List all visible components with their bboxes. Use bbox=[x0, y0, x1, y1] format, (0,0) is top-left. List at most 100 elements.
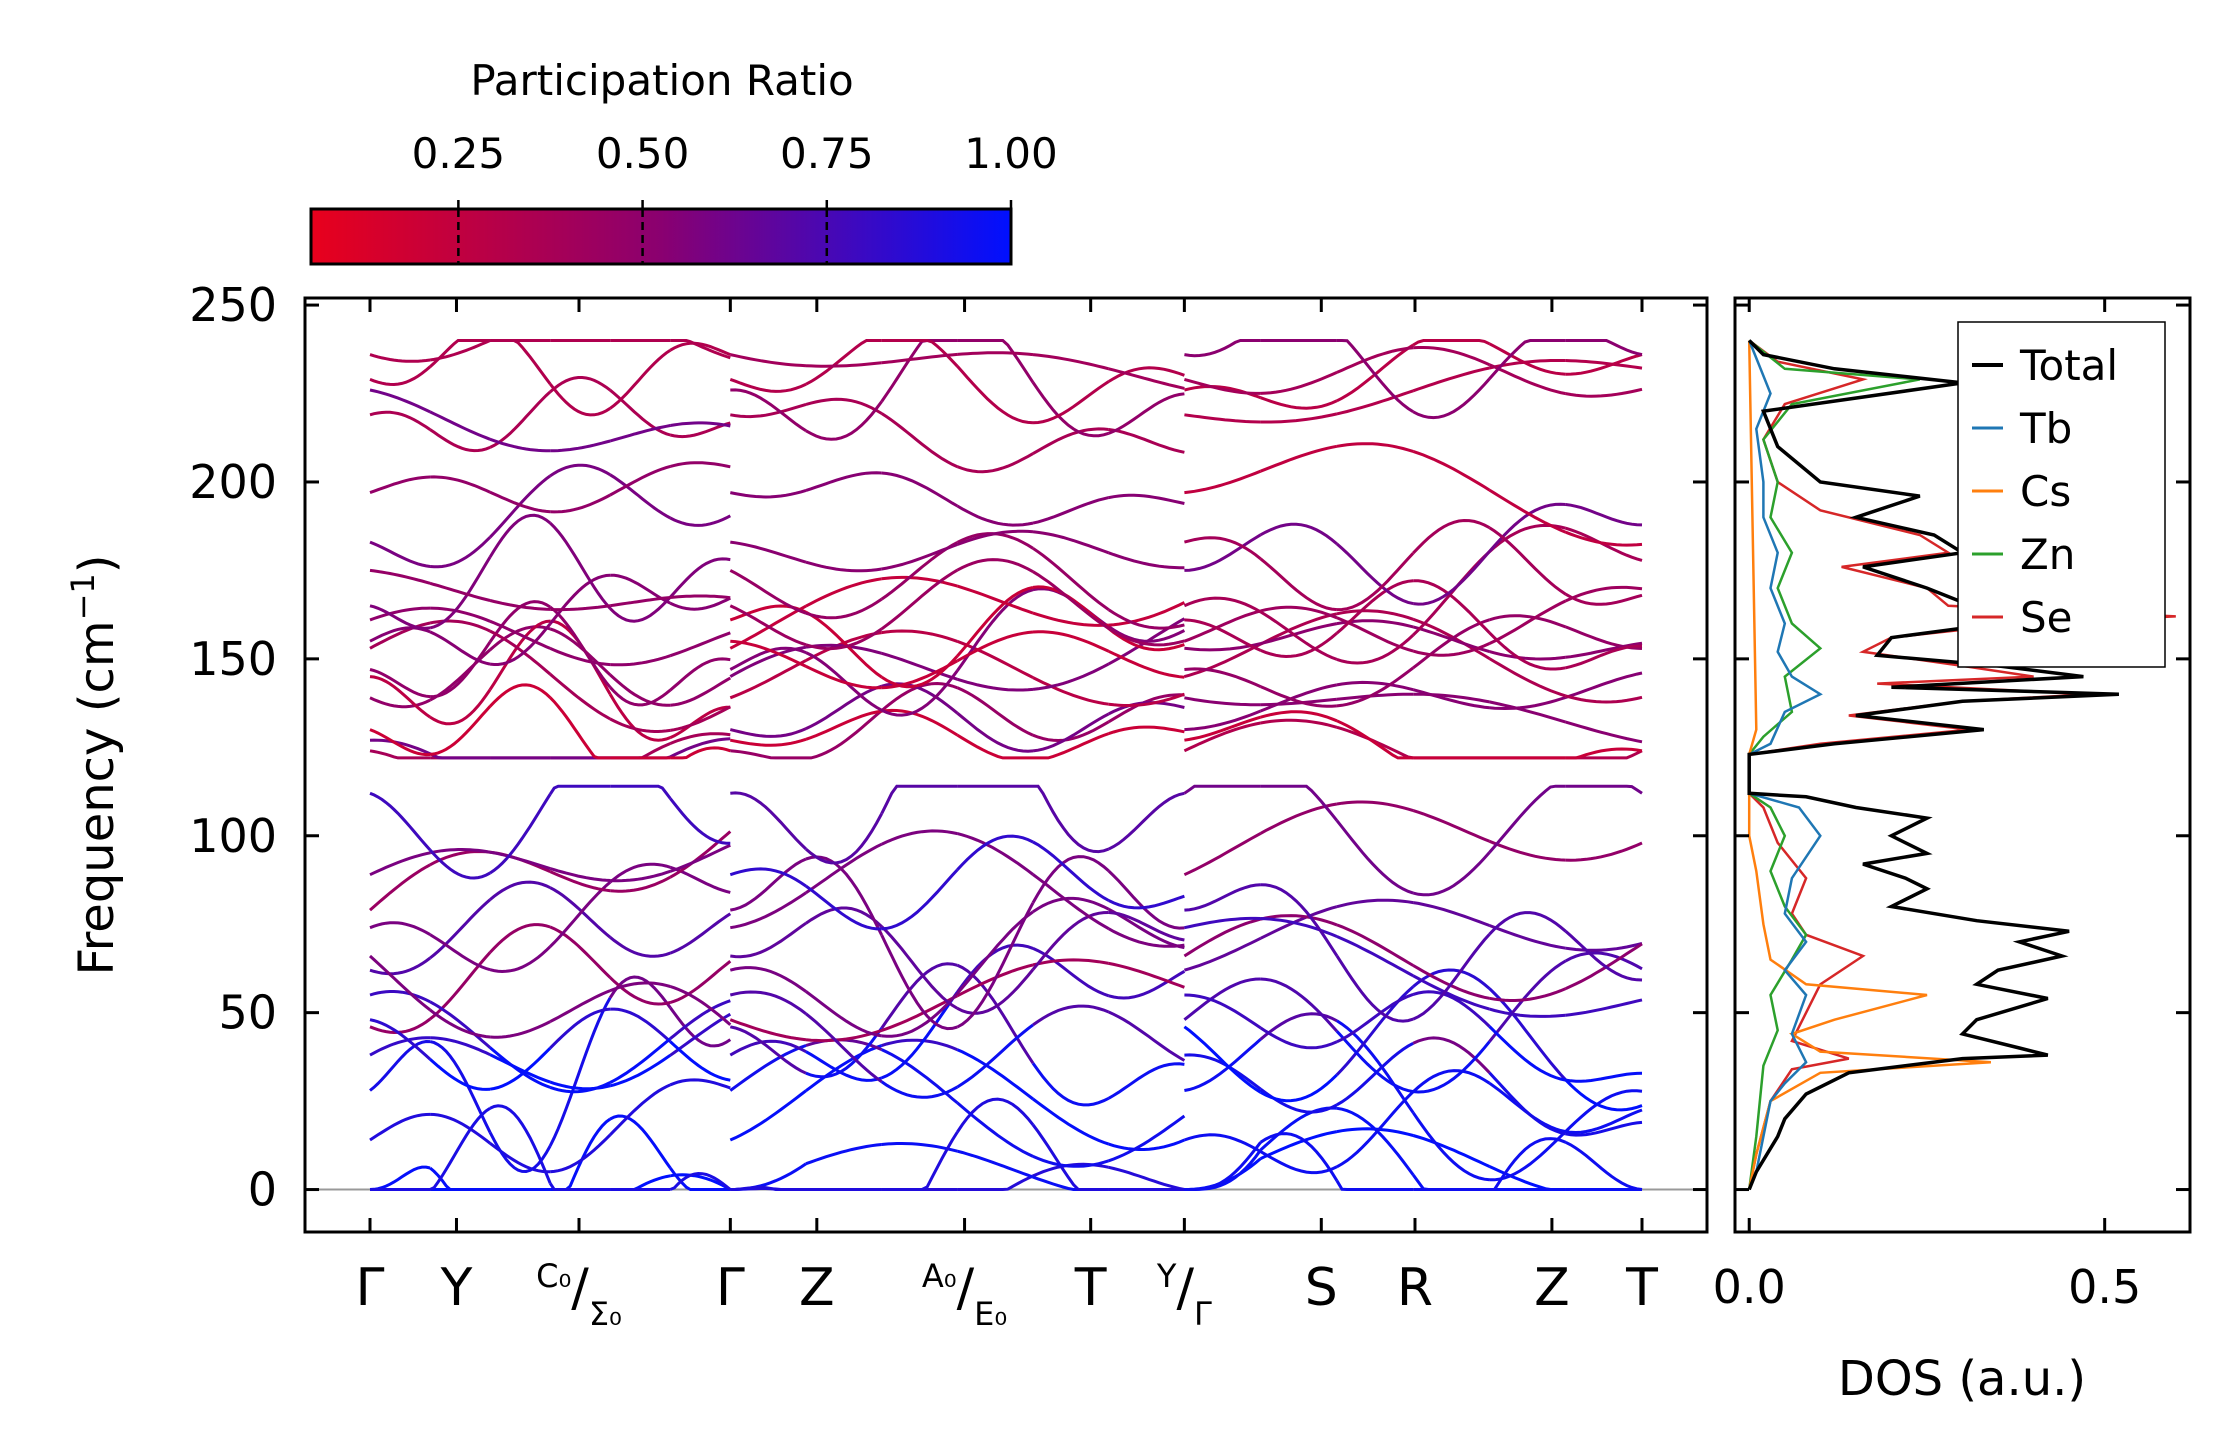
legend-box bbox=[1957, 321, 2166, 668]
band-line bbox=[1411, 1111, 1490, 1182]
band-line bbox=[1565, 641, 1643, 659]
dos-x-axis-label: DOS (a.u.) bbox=[1838, 1351, 2086, 1407]
band-line bbox=[729, 1025, 807, 1075]
band-line bbox=[1489, 700, 1567, 724]
band-line bbox=[1184, 993, 1262, 1030]
k-point-label: R bbox=[1397, 1258, 1433, 1318]
band-line bbox=[1565, 671, 1643, 699]
band-line bbox=[956, 712, 1034, 753]
band-line bbox=[881, 471, 959, 508]
band-line bbox=[1564, 1078, 1643, 1112]
band-line bbox=[429, 705, 492, 756]
band-line bbox=[608, 975, 672, 1009]
band-line bbox=[805, 400, 883, 441]
band-line bbox=[956, 639, 1034, 679]
band-line bbox=[1489, 1130, 1567, 1182]
band-line bbox=[881, 543, 958, 571]
band-line bbox=[369, 475, 431, 495]
band-line bbox=[1108, 894, 1185, 910]
band-line bbox=[956, 686, 1034, 737]
band-line bbox=[1033, 732, 1110, 760]
band-line bbox=[1107, 366, 1185, 383]
band-line bbox=[956, 529, 1034, 546]
band-line bbox=[880, 412, 959, 469]
band-line bbox=[430, 641, 492, 699]
band-line bbox=[489, 625, 551, 651]
band-line bbox=[1260, 444, 1338, 473]
band-line bbox=[1184, 618, 1262, 652]
colorbar-ticks: 0.25 0.50 0.75 1.00 bbox=[412, 129, 1058, 264]
main-axes-frame bbox=[303, 296, 1709, 1234]
band-line bbox=[957, 1174, 1034, 1191]
band-line bbox=[1488, 987, 1567, 1081]
band-line bbox=[1032, 1155, 1110, 1168]
band-line bbox=[1412, 339, 1491, 347]
band-line bbox=[1108, 649, 1185, 679]
band-line bbox=[1412, 366, 1490, 393]
band-line bbox=[1184, 642, 1261, 652]
band-line bbox=[609, 1083, 671, 1136]
band-line bbox=[1107, 1062, 1185, 1100]
band-line bbox=[369, 606, 431, 622]
band-line bbox=[609, 1054, 672, 1088]
k-label-top: A₀ bbox=[922, 1257, 957, 1295]
band-line bbox=[956, 504, 1034, 527]
band-line bbox=[880, 654, 959, 689]
band-line bbox=[429, 581, 491, 602]
band-line bbox=[1032, 840, 1110, 902]
legend-label-total: Total bbox=[2019, 341, 2118, 390]
band-line bbox=[429, 1040, 492, 1134]
band-line bbox=[369, 353, 431, 363]
band-line bbox=[1259, 1150, 1338, 1175]
band-line bbox=[805, 1143, 882, 1166]
band-line bbox=[730, 1162, 807, 1191]
band-line bbox=[1565, 998, 1643, 1017]
band-line bbox=[880, 934, 958, 1031]
main-x-axis: Γ Y C₀/Σ₀ Γ Z A₀/E₀ T Y/Γ S R Z T bbox=[356, 298, 1658, 1333]
band-line bbox=[956, 1048, 1034, 1101]
band-line bbox=[1183, 721, 1261, 753]
band-line bbox=[805, 577, 882, 608]
band-line bbox=[610, 869, 671, 883]
band-line bbox=[549, 925, 612, 979]
band-line bbox=[1565, 503, 1643, 527]
band-line bbox=[1032, 712, 1110, 753]
k-point-label: Y/Γ bbox=[1156, 1257, 1212, 1333]
band-line bbox=[669, 1040, 731, 1082]
band-line bbox=[881, 629, 958, 643]
band-line bbox=[1336, 800, 1414, 813]
band-line bbox=[956, 910, 1034, 995]
band-line bbox=[881, 1131, 959, 1191]
band-line bbox=[805, 597, 883, 620]
band-line bbox=[1184, 883, 1261, 912]
band-line bbox=[730, 1185, 806, 1191]
legend-label-se: Se bbox=[2020, 593, 2073, 642]
band-line bbox=[549, 880, 612, 948]
band-line bbox=[549, 573, 611, 625]
band-line bbox=[610, 654, 671, 667]
band-line bbox=[1032, 958, 1109, 967]
y-tick-label: 100 bbox=[189, 809, 277, 863]
band-line bbox=[429, 1008, 491, 1039]
band-line bbox=[1108, 601, 1186, 627]
band-line bbox=[1184, 1038, 1262, 1092]
band-line bbox=[1565, 1071, 1643, 1083]
band-line bbox=[1184, 715, 1262, 742]
band-line bbox=[1108, 493, 1185, 505]
colorbar-tick-label: 1.00 bbox=[964, 129, 1058, 178]
band-line bbox=[1412, 901, 1491, 927]
band-line bbox=[489, 390, 552, 449]
band-line bbox=[669, 421, 731, 439]
band-line bbox=[1489, 650, 1566, 661]
band-line bbox=[805, 842, 883, 894]
band-line bbox=[1488, 784, 1566, 854]
band-line bbox=[1032, 896, 1110, 914]
band-line bbox=[956, 834, 1034, 871]
band-line bbox=[1032, 611, 1109, 627]
band-line bbox=[430, 475, 491, 494]
band-line bbox=[429, 752, 491, 760]
band-line bbox=[1488, 1071, 1567, 1136]
band-line bbox=[550, 493, 611, 514]
band-line bbox=[730, 749, 806, 760]
